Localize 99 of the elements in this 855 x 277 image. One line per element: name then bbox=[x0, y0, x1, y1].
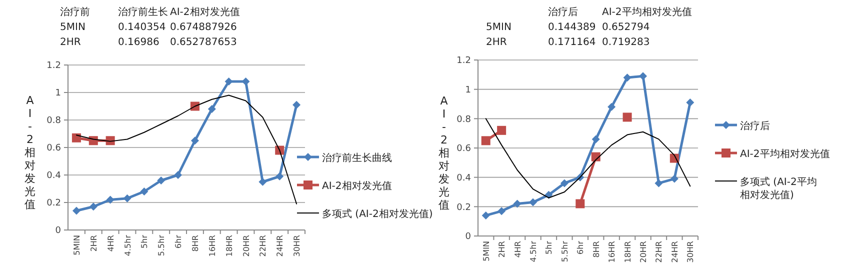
y-tick-label: 1 bbox=[55, 88, 61, 99]
y-axis-title: AI-2相对发光值 bbox=[170, 6, 240, 18]
text: 2HR bbox=[486, 37, 507, 48]
x-tick-label: 8HR bbox=[592, 240, 601, 258]
text: 0.674887926 bbox=[170, 22, 237, 33]
x-tick-label: 5MIN bbox=[482, 240, 491, 262]
x-tick-label: 4.5hr bbox=[529, 240, 538, 262]
point bbox=[686, 98, 694, 107]
point bbox=[622, 112, 632, 122]
legend-label: AI-2相对发光值 bbox=[322, 180, 392, 192]
point bbox=[608, 102, 616, 111]
text: AI-2平均相对发光值 bbox=[602, 6, 692, 18]
y-tick-label: 0.8 bbox=[46, 116, 62, 126]
point bbox=[123, 194, 132, 202]
point bbox=[190, 136, 199, 145]
point bbox=[639, 72, 647, 80]
y-tick-label: 0.2 bbox=[456, 202, 471, 213]
y-tick-label: 0.2 bbox=[46, 198, 61, 209]
x-tick-label: 18HR bbox=[224, 234, 234, 257]
point bbox=[224, 78, 233, 86]
x-tick-label: 16HR bbox=[208, 234, 217, 257]
y-tick-label: 0 bbox=[465, 232, 472, 242]
x-tick-label: 16HR bbox=[608, 240, 617, 263]
text: 0.140354 bbox=[118, 22, 166, 33]
x-tick-label: 5.5hr bbox=[560, 240, 570, 262]
point bbox=[481, 136, 490, 146]
point bbox=[529, 198, 537, 206]
point bbox=[174, 171, 182, 179]
y-tick-label: 1 bbox=[465, 85, 471, 96]
text: 0.652794 bbox=[602, 22, 650, 33]
y-tick-label: 0.4 bbox=[46, 171, 62, 182]
text: 0.719283 bbox=[602, 37, 650, 48]
text: 治疗前生长 bbox=[118, 6, 168, 18]
point bbox=[89, 202, 98, 211]
x-tick-label: 22HR bbox=[258, 234, 268, 257]
x-tick-label: 30HR bbox=[686, 240, 696, 263]
point bbox=[140, 188, 148, 196]
point bbox=[208, 105, 216, 113]
text: 0.171164 bbox=[548, 37, 596, 48]
text: 0.16986 bbox=[118, 37, 160, 48]
point bbox=[276, 172, 284, 180]
x-tick-label: 5MIN bbox=[72, 234, 82, 256]
text: 治疗后 bbox=[548, 6, 578, 18]
point bbox=[592, 135, 600, 144]
legend-label: 多项式 (AI-2相对发光值) bbox=[322, 208, 433, 220]
point bbox=[482, 211, 490, 220]
text: 0.144389 bbox=[548, 22, 596, 33]
point bbox=[654, 179, 663, 188]
y-tick-label: 0.6 bbox=[456, 144, 472, 154]
legend-label: 多项式 (AI-2平均相对发光值) bbox=[740, 176, 817, 201]
y-tick-label: 1.2 bbox=[46, 61, 61, 72]
x-tick-label: 22HR bbox=[654, 240, 664, 263]
legend-label: AI-2平均相对发光值 bbox=[740, 148, 830, 160]
x-tick-label: 8HR bbox=[190, 234, 200, 252]
x-tick-label: 24HR bbox=[276, 234, 285, 257]
point bbox=[258, 178, 267, 186]
y-tick-label: 0.4 bbox=[456, 173, 472, 184]
y-tick-label: 0 bbox=[55, 226, 62, 236]
x-tick-label: 5hr bbox=[544, 240, 554, 254]
x-tick-label: 2HR bbox=[89, 234, 98, 252]
x-tick-label: 18HR bbox=[623, 240, 632, 263]
point bbox=[157, 176, 166, 184]
text: 5MIN bbox=[486, 22, 512, 33]
x-tick-label: 20HR bbox=[639, 240, 648, 263]
point bbox=[670, 174, 678, 183]
y-tick-label: 1.2 bbox=[456, 56, 471, 66]
point bbox=[623, 74, 632, 82]
point bbox=[513, 200, 522, 208]
text: 2HR bbox=[60, 37, 81, 48]
point bbox=[106, 196, 114, 204]
x-tick-label: 4.5hr bbox=[123, 234, 132, 256]
point bbox=[498, 207, 506, 216]
x-tick-label: 20HR bbox=[242, 234, 251, 257]
text: 5MIN bbox=[60, 22, 86, 33]
legend-label: 治疗后 bbox=[740, 120, 770, 132]
x-tick-label: 6hr bbox=[174, 234, 184, 248]
x-tick-label: 2HR bbox=[498, 240, 507, 258]
x-tick-label: 4HR bbox=[513, 240, 522, 258]
point bbox=[576, 199, 585, 208]
legend-label: 治疗前生长曲线 bbox=[322, 152, 392, 164]
x-tick-label: 5hr bbox=[140, 234, 150, 248]
point bbox=[292, 100, 301, 109]
point bbox=[560, 179, 568, 188]
text: 0.652787653 bbox=[170, 37, 237, 48]
point bbox=[497, 126, 506, 135]
x-tick-label: 4HR bbox=[106, 234, 116, 252]
x-tick-label: 6hr bbox=[576, 240, 586, 254]
text: AI-2相对发光值 bbox=[438, 94, 450, 212]
text: AI-2相对发光值 bbox=[24, 94, 36, 211]
x-tick-label: 24HR bbox=[670, 240, 680, 263]
point bbox=[72, 206, 80, 215]
text: 治疗前 bbox=[60, 6, 90, 18]
y-tick-label: 0.8 bbox=[456, 114, 472, 125]
point bbox=[72, 133, 81, 142]
x-tick-label: 30HR bbox=[292, 234, 302, 257]
line-series bbox=[485, 118, 691, 198]
x-tick-label: 5.5hr bbox=[157, 234, 166, 256]
point bbox=[242, 78, 250, 86]
y-tick-label: 0.6 bbox=[46, 144, 62, 154]
